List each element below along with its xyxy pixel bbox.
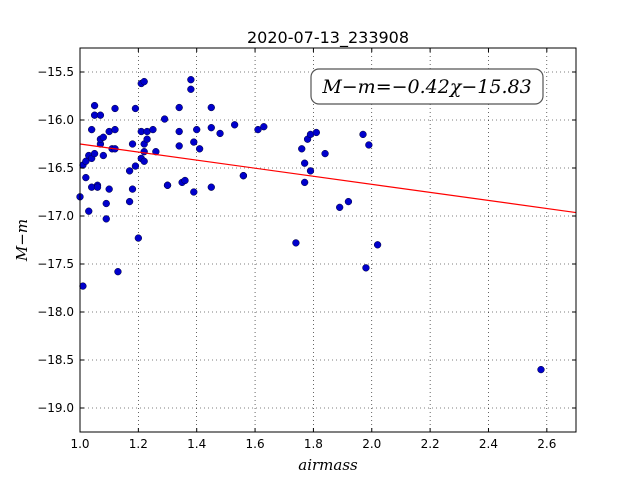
data-point bbox=[175, 127, 183, 136]
data-point bbox=[85, 207, 93, 215]
plot-area-frame bbox=[79, 47, 577, 433]
data-point bbox=[140, 157, 148, 165]
data-point bbox=[190, 188, 198, 196]
data-point bbox=[260, 123, 268, 131]
y-tick-label: −15.5 bbox=[37, 65, 74, 79]
y-tick-label: −17.0 bbox=[37, 209, 74, 223]
y-tick-label: −18.5 bbox=[37, 353, 74, 367]
annotation-text: M−m=−0.42χ−15.83 bbox=[321, 76, 531, 98]
data-point bbox=[82, 173, 90, 182]
data-point bbox=[359, 130, 367, 139]
data-point bbox=[230, 121, 239, 129]
data-point bbox=[88, 125, 96, 134]
data-point bbox=[93, 183, 102, 191]
x-tick-label: 2.2 bbox=[421, 437, 440, 451]
x-tick-label: 1.0 bbox=[70, 437, 89, 451]
data-point bbox=[362, 264, 370, 272]
data-point bbox=[187, 76, 195, 84]
data-point bbox=[312, 128, 320, 137]
data-point bbox=[187, 85, 195, 93]
fit-annotation: M−m=−0.42χ−15.83 bbox=[310, 68, 544, 105]
data-point bbox=[102, 199, 110, 208]
x-tick-label: 2.0 bbox=[362, 437, 381, 451]
data-point bbox=[99, 133, 107, 141]
data-point bbox=[131, 162, 140, 170]
x-tick-label: 2.6 bbox=[537, 437, 556, 451]
data-point bbox=[373, 241, 382, 249]
data-point bbox=[111, 104, 119, 113]
data-point bbox=[301, 178, 309, 187]
data-point bbox=[128, 140, 137, 148]
data-point bbox=[344, 197, 353, 206]
data-point bbox=[292, 239, 300, 247]
data-point bbox=[193, 125, 201, 134]
data-point bbox=[111, 125, 119, 134]
y-tick-label: −18.0 bbox=[37, 305, 74, 319]
data-point bbox=[207, 183, 215, 191]
data-point bbox=[537, 365, 545, 374]
x-tick-label: 1.8 bbox=[304, 437, 323, 451]
data-point bbox=[190, 138, 198, 146]
data-point bbox=[365, 141, 373, 149]
data-point bbox=[131, 104, 140, 113]
data-point bbox=[90, 101, 99, 110]
data-point bbox=[82, 157, 90, 165]
data-point bbox=[140, 148, 148, 156]
y-tick-label: −16.0 bbox=[37, 113, 74, 127]
data-point bbox=[163, 181, 172, 189]
data-point bbox=[254, 125, 262, 134]
y-tick-label: −19.0 bbox=[37, 401, 74, 415]
data-point bbox=[128, 185, 137, 193]
data-point bbox=[207, 103, 215, 112]
data-point bbox=[105, 185, 113, 193]
data-point bbox=[149, 125, 157, 134]
data-point bbox=[301, 159, 309, 167]
x-axis-label: airmass bbox=[298, 456, 358, 474]
data-point bbox=[175, 142, 183, 150]
x-tick-label: 1.6 bbox=[246, 437, 265, 451]
x-tick-label: 1.2 bbox=[129, 437, 148, 451]
data-point bbox=[239, 172, 248, 180]
x-tick-label: 1.4 bbox=[187, 437, 206, 451]
data-point bbox=[298, 145, 306, 153]
annotation-box bbox=[310, 68, 544, 105]
data-point bbox=[102, 215, 110, 223]
data-points bbox=[76, 76, 545, 374]
data-point bbox=[99, 151, 107, 160]
data-point bbox=[79, 282, 87, 290]
data-point bbox=[160, 115, 169, 123]
axis-ticks bbox=[79, 48, 576, 432]
grid-lines bbox=[79, 48, 576, 432]
data-point bbox=[321, 149, 329, 158]
data-point bbox=[140, 77, 148, 86]
data-point bbox=[125, 167, 134, 175]
data-point bbox=[207, 124, 215, 132]
data-point bbox=[134, 234, 143, 242]
y-axis-label: M−m bbox=[13, 219, 31, 262]
chart-title: 2020-07-13_233908 bbox=[247, 28, 409, 48]
y-tick-label: −17.5 bbox=[37, 257, 74, 271]
data-point bbox=[96, 111, 105, 119]
data-point bbox=[125, 197, 134, 206]
fit-line bbox=[79, 143, 577, 214]
y-tick-label: −16.5 bbox=[37, 161, 74, 175]
data-point bbox=[143, 135, 151, 143]
data-point bbox=[181, 176, 189, 185]
x-tick-label: 2.4 bbox=[479, 437, 498, 451]
data-point bbox=[216, 129, 224, 138]
data-point bbox=[195, 145, 204, 153]
data-point bbox=[90, 149, 99, 158]
data-point bbox=[306, 167, 315, 175]
axis-tick-labels: 1.0 1.2 1.4 1.6 1.8 2.0 2.2 2.4 2.6 −15.5 −16.0 −16… bbox=[37, 65, 556, 451]
data-point bbox=[175, 103, 183, 112]
data-point bbox=[114, 268, 122, 276]
data-point bbox=[336, 203, 344, 212]
